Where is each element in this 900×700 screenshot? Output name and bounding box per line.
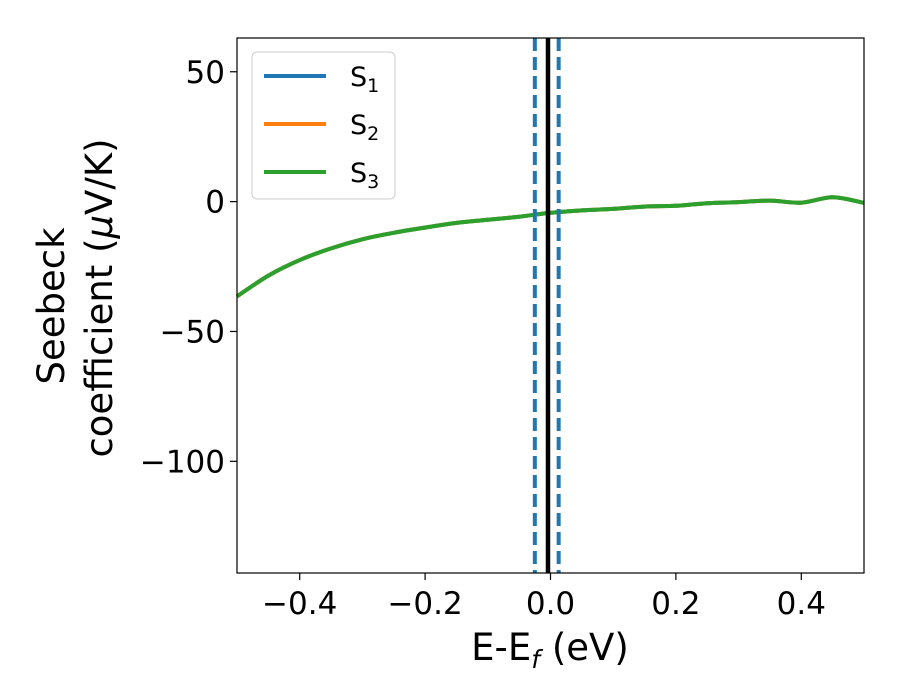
x-tick-label: 0.0 <box>526 586 575 622</box>
legend-label-s3: S3 <box>350 158 379 193</box>
legend-label-s2: S2 <box>350 110 379 145</box>
legend: S1 S2 S3 <box>251 51 396 200</box>
x-axis-label: E-Ef (eV) <box>471 626 629 674</box>
x-tick-label: 0.4 <box>777 586 826 622</box>
y-axis-label-line2: coefficient (μV/K) <box>78 138 121 457</box>
y-tick-label: 0 <box>205 185 225 221</box>
y-tick-label: −100 <box>140 444 225 480</box>
x-tick-label: −0.2 <box>387 586 462 622</box>
plot-data-layer <box>235 38 865 573</box>
y-tick-label: 50 <box>186 55 225 91</box>
legend-label-s1: S1 <box>350 62 379 97</box>
series-line-s3 <box>235 195 865 299</box>
y-axis-label-line1: Seebeck <box>30 227 73 385</box>
x-tick-label: 0.2 <box>651 586 700 622</box>
x-tick-label: −0.4 <box>262 586 337 622</box>
ticks-layer: −0.4 −0.2 0.0 0.2 0.4 50 0 −50 −100 <box>140 55 826 622</box>
y-tick-label: −50 <box>160 314 225 350</box>
